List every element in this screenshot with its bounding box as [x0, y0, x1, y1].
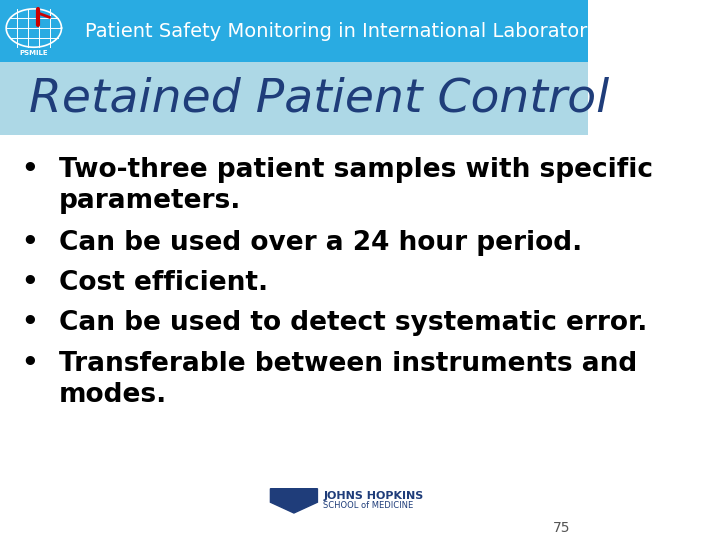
- Text: modes.: modes.: [59, 382, 167, 408]
- Text: Can be used to detect systematic error.: Can be used to detect systematic error.: [59, 310, 647, 336]
- Text: Transferable between instruments and: Transferable between instruments and: [59, 351, 637, 377]
- Text: 75: 75: [553, 521, 570, 535]
- Text: •: •: [21, 351, 37, 377]
- Text: Two-three patient samples with specific: Two-three patient samples with specific: [59, 157, 653, 183]
- Text: Cost efficient.: Cost efficient.: [59, 270, 268, 296]
- Text: Can be used over a 24 hour period.: Can be used over a 24 hour period.: [59, 230, 582, 255]
- Polygon shape: [271, 489, 318, 513]
- Text: JOHNS HOPKINS: JOHNS HOPKINS: [323, 491, 423, 501]
- Text: Retained Patient Control: Retained Patient Control: [30, 76, 610, 121]
- Text: Patient Safety Monitoring in International Laboratories (SMILE): Patient Safety Monitoring in Internation…: [85, 22, 695, 40]
- Text: •: •: [21, 310, 37, 336]
- Text: •: •: [21, 230, 37, 255]
- Text: parameters.: parameters.: [59, 188, 241, 214]
- FancyBboxPatch shape: [0, 0, 588, 62]
- Text: SCHOOL of MEDICINE: SCHOOL of MEDICINE: [323, 501, 413, 510]
- Text: PSMILE: PSMILE: [19, 50, 48, 56]
- FancyBboxPatch shape: [0, 62, 588, 135]
- Text: •: •: [21, 157, 37, 183]
- Text: •: •: [21, 270, 37, 296]
